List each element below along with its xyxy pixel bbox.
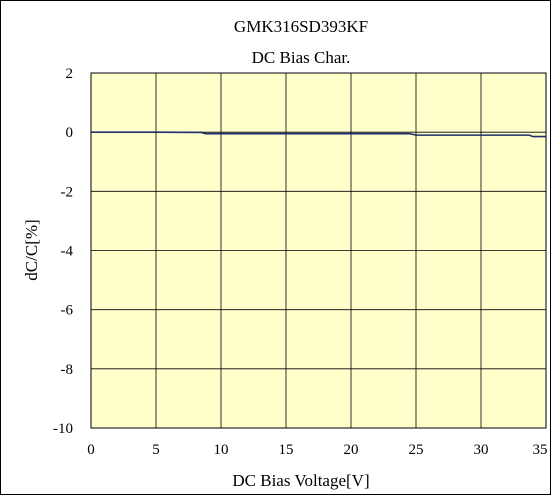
x-tick-label: 0 (87, 442, 95, 458)
chart-title: GMK316SD393KF (234, 17, 368, 36)
y-tick-label: -10 (53, 421, 73, 437)
x-tick-label: 10 (214, 442, 229, 458)
x-tick-label: 15 (279, 442, 294, 458)
y-tick-label: -8 (61, 362, 74, 378)
x-tick-label: 35 (533, 442, 548, 458)
y-tick-label: -4 (61, 244, 74, 260)
x-tick-label: 30 (474, 442, 489, 458)
y-tick-label: -2 (61, 184, 74, 200)
x-tick-label: 20 (344, 442, 359, 458)
y-tick-label: -6 (61, 303, 74, 319)
series-line (91, 131, 546, 138)
y-tick-label: 0 (66, 125, 74, 141)
x-tick-label: 25 (409, 442, 424, 458)
y-tick-label: 2 (66, 66, 74, 82)
x-axis-label: DC Bias Voltage[V] (232, 471, 369, 490)
x-tick-label: 5 (152, 442, 160, 458)
chart-subtitle: DC Bias Char. (252, 48, 351, 67)
y-axis-label: dC/C[%] (22, 219, 41, 280)
